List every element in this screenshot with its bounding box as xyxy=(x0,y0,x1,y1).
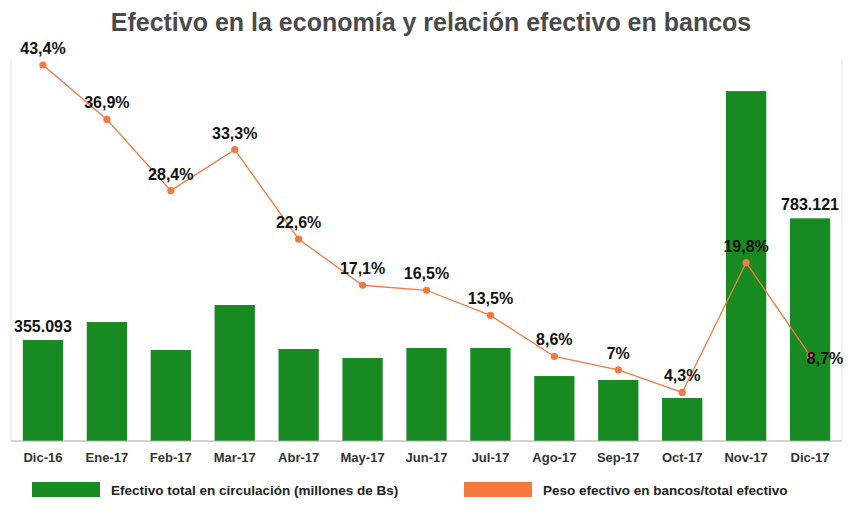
legend-label: Efectivo total en circulación (millones … xyxy=(111,483,398,498)
data-label: 33,3% xyxy=(212,125,257,142)
x-tick-label: Ene-17 xyxy=(86,450,129,465)
baseline xyxy=(11,440,842,441)
data-label: 8,7% xyxy=(807,350,843,367)
bar xyxy=(790,218,830,441)
data-label: 43,4% xyxy=(20,40,65,57)
bar xyxy=(726,91,766,441)
legend-swatch xyxy=(464,482,532,497)
marker xyxy=(103,116,110,123)
bar xyxy=(406,348,446,441)
bar xyxy=(87,322,127,441)
x-tick-label: Feb-17 xyxy=(150,450,192,465)
x-tick-label: Nov-17 xyxy=(724,450,767,465)
x-tick-label: Dic-16 xyxy=(23,450,62,465)
data-label: 22,6% xyxy=(276,214,321,231)
data-label: 13,5% xyxy=(468,290,513,307)
x-tick-label: Oct-17 xyxy=(662,450,702,465)
bar xyxy=(23,340,63,441)
chart: Efectivo en la economía y relación efect… xyxy=(0,0,862,515)
labels: 355.093 783.121 43,4% 36,9% 28,4% 33,3% 22,6% 1… xyxy=(14,40,843,384)
data-label: 4,3% xyxy=(664,367,700,384)
y2-axis-line xyxy=(842,60,843,441)
data-label: 17,1% xyxy=(340,260,385,277)
x-tick-label: Jul-17 xyxy=(472,450,510,465)
marker xyxy=(39,61,46,68)
marker xyxy=(295,236,302,243)
bar xyxy=(151,350,191,441)
data-label: 16,5% xyxy=(404,265,449,282)
bar xyxy=(662,398,702,441)
marker xyxy=(359,282,366,289)
legend-swatch xyxy=(32,482,100,497)
data-label: 7% xyxy=(607,345,630,362)
y-axis-line xyxy=(11,60,12,441)
bar xyxy=(279,349,319,441)
data-label: 783.121 xyxy=(781,196,839,213)
bar xyxy=(598,380,638,441)
title: Efectivo en la economía y relación efect… xyxy=(111,8,752,36)
bar xyxy=(342,358,382,441)
x-tick-label: Sep-17 xyxy=(597,450,640,465)
marker xyxy=(231,146,238,153)
marker xyxy=(551,353,558,360)
bar xyxy=(534,376,574,441)
legend-label: Peso efectivo en bancos/total efectivo xyxy=(543,483,788,498)
x-tick-label: Jun-17 xyxy=(406,450,448,465)
data-label: 19,8% xyxy=(723,238,768,255)
x-tick-label: Ago-17 xyxy=(532,450,576,465)
marker xyxy=(423,287,430,294)
data-label: 36,9% xyxy=(84,94,129,111)
x-tick-label: Abr-17 xyxy=(278,450,319,465)
data-label: 28,4% xyxy=(148,166,193,183)
bar xyxy=(470,348,510,441)
x-tick-label: Mar-17 xyxy=(214,450,256,465)
marker xyxy=(679,389,686,396)
marker xyxy=(615,366,622,373)
data-label: 355.093 xyxy=(14,318,72,335)
line xyxy=(43,65,810,392)
marks xyxy=(23,61,830,441)
marker xyxy=(167,187,174,194)
data-label: 8,6% xyxy=(536,331,572,348)
marker xyxy=(487,312,494,319)
bar xyxy=(215,305,255,441)
x-tick-label: May-17 xyxy=(341,450,385,465)
marker xyxy=(743,259,750,266)
x-tick-label: Dic-17 xyxy=(791,450,830,465)
